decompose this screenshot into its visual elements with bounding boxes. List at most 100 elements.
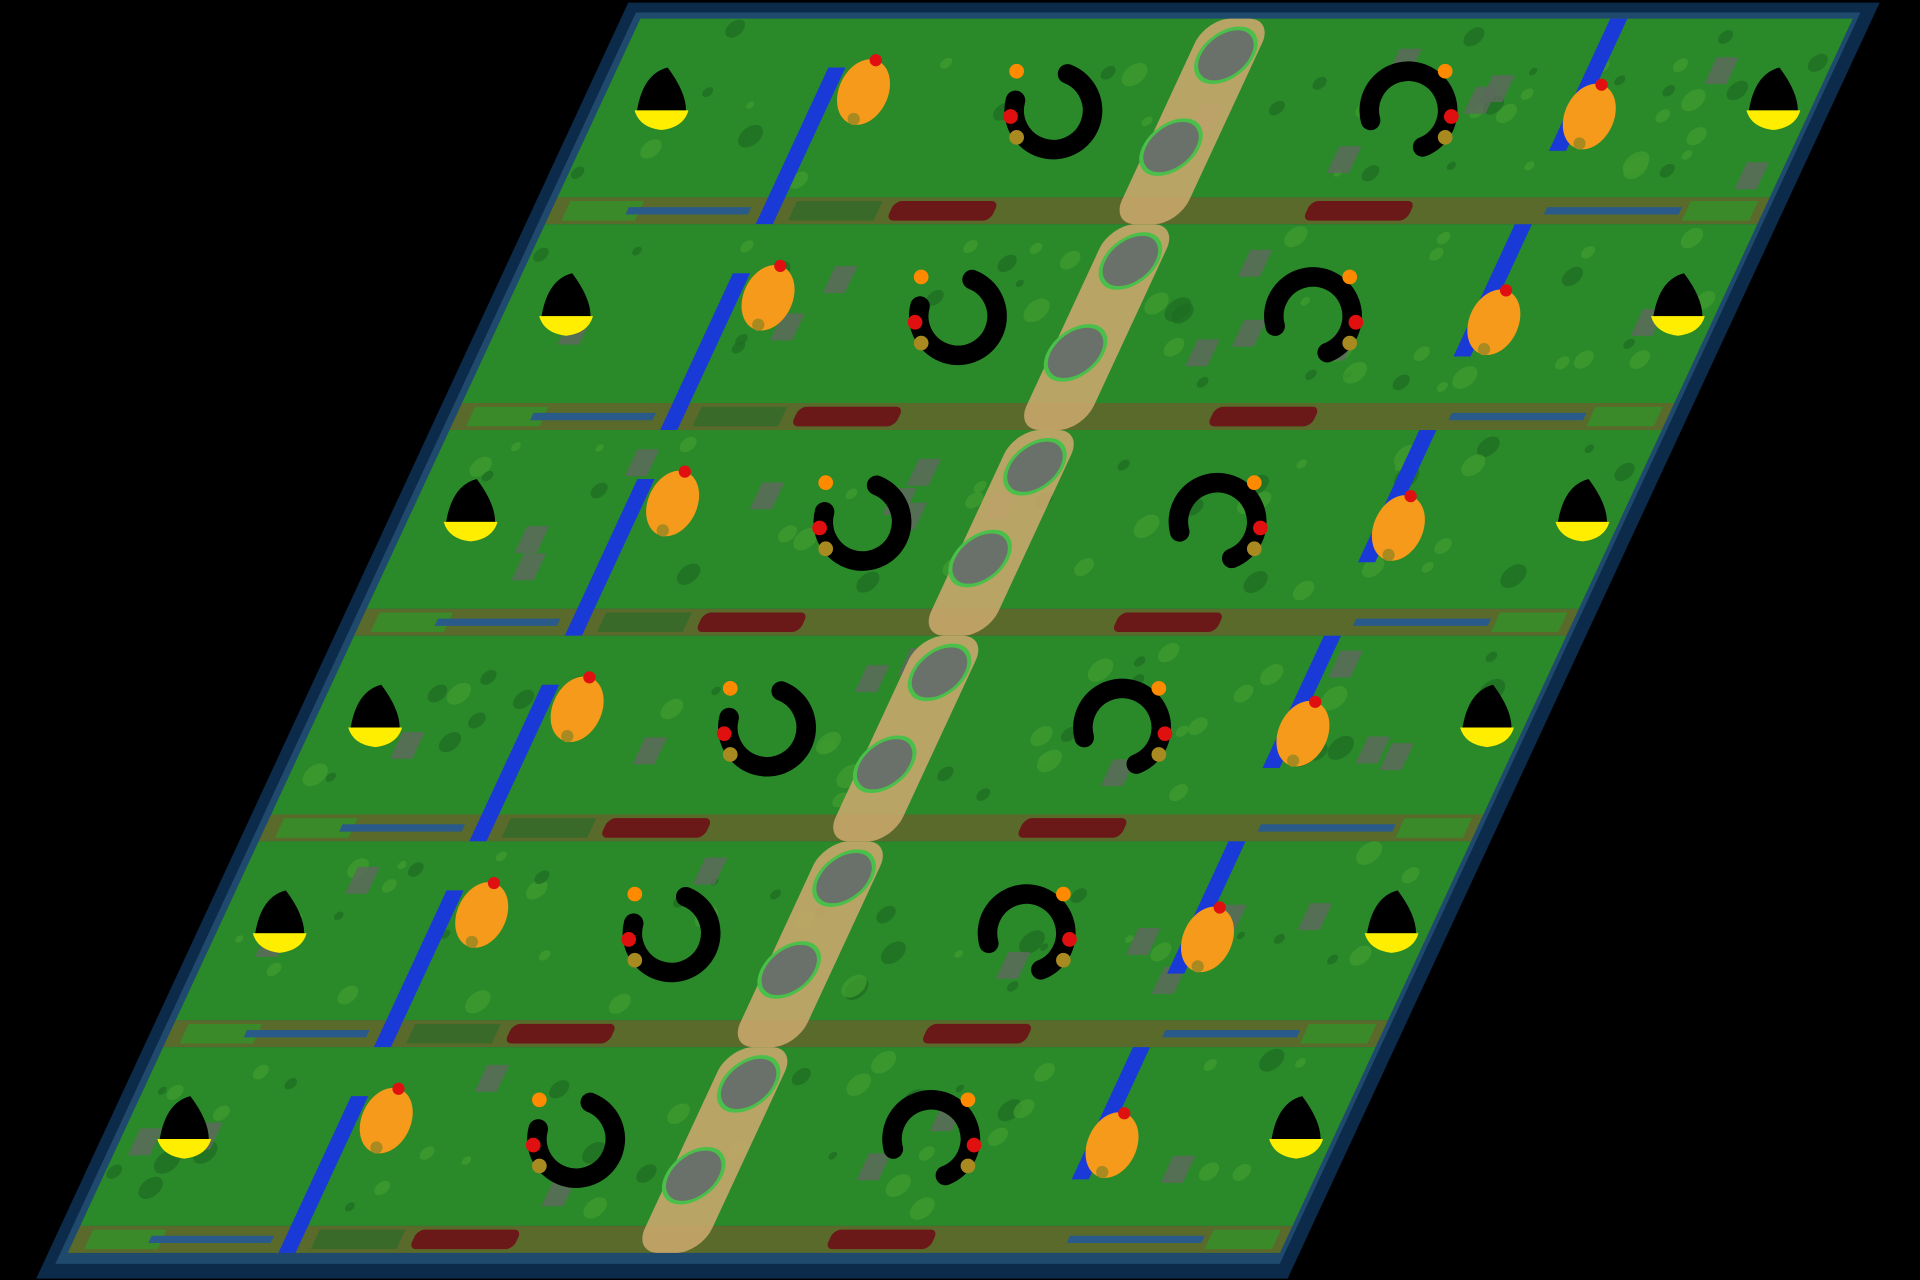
- tree: [284, 1078, 298, 1090]
- gold-mine: [646, 470, 700, 537]
- base-top: [1367, 890, 1417, 934]
- tree: [856, 571, 880, 593]
- marker: [1213, 901, 1226, 914]
- rock-patch: [749, 482, 785, 510]
- rock-patch: [1355, 736, 1391, 764]
- terrain: [36, 2, 1880, 1279]
- tree: [468, 712, 486, 729]
- marker: [627, 952, 643, 968]
- crater: [716, 1055, 781, 1113]
- base-bowl: [157, 1138, 212, 1159]
- river: [373, 890, 464, 1048]
- rock-patch: [345, 866, 380, 894]
- tree: [940, 57, 953, 69]
- river: [755, 67, 846, 225]
- tree: [1087, 658, 1114, 682]
- rock-patch: [770, 313, 805, 341]
- tree: [885, 1174, 911, 1198]
- tree: [374, 1180, 391, 1196]
- base-top: [1557, 478, 1607, 522]
- tree: [212, 1105, 230, 1121]
- tree: [876, 905, 896, 924]
- bramble: [697, 612, 806, 633]
- tree: [590, 482, 608, 499]
- tree: [495, 851, 507, 862]
- marker: [1309, 695, 1322, 708]
- marker: [1056, 952, 1071, 968]
- hedge-trees: [370, 612, 454, 633]
- tree: [1268, 100, 1285, 116]
- hedge-trees: [561, 201, 644, 221]
- hedge-trees: [501, 818, 597, 838]
- crater: [1043, 324, 1108, 382]
- rock-patch: [1328, 650, 1363, 678]
- camp-ring: [1359, 61, 1458, 157]
- gold-mine: [1467, 289, 1521, 355]
- rock-patch: [692, 857, 728, 885]
- marker: [752, 318, 765, 331]
- tree: [1133, 514, 1160, 538]
- tree: [676, 563, 701, 585]
- tree: [325, 772, 336, 782]
- hedge-trees: [406, 1023, 501, 1044]
- tree: [525, 879, 548, 900]
- stream: [1257, 824, 1396, 832]
- tree: [1034, 1063, 1055, 1082]
- marker: [532, 1092, 547, 1108]
- gold-mine: [741, 265, 795, 331]
- marker: [1246, 541, 1262, 557]
- tree: [1524, 161, 1535, 171]
- river: [660, 273, 751, 430]
- tree: [397, 861, 407, 870]
- tree: [608, 993, 631, 1014]
- tree: [344, 1202, 355, 1212]
- tree: [513, 689, 535, 710]
- tree: [1528, 67, 1538, 76]
- tree: [1030, 725, 1053, 747]
- stream: [148, 1235, 275, 1244]
- river: [564, 478, 655, 636]
- marker: [1342, 335, 1358, 351]
- tree: [1662, 85, 1676, 97]
- gold-mine: [550, 676, 604, 742]
- tree: [667, 1103, 690, 1125]
- marker: [913, 269, 929, 285]
- crater: [907, 643, 972, 702]
- rock-patch: [1734, 162, 1769, 190]
- tree: [1573, 350, 1594, 369]
- tree: [735, 334, 748, 346]
- tree: [1070, 888, 1088, 904]
- base-bowl: [443, 521, 498, 542]
- tree: [1121, 62, 1148, 87]
- base-bowl: [252, 933, 307, 953]
- base-top: [446, 478, 496, 522]
- tree: [1023, 298, 1050, 323]
- base-bowl: [1555, 521, 1610, 542]
- hedge-trees: [692, 406, 788, 427]
- tree: [1434, 538, 1452, 555]
- tree: [1629, 350, 1651, 369]
- tree: [235, 935, 244, 943]
- tree: [987, 1127, 1008, 1146]
- tree: [1429, 247, 1444, 261]
- tree: [632, 246, 642, 256]
- crater: [757, 941, 821, 999]
- bramble: [923, 1023, 1031, 1044]
- tree: [1461, 454, 1486, 477]
- tree: [419, 1146, 435, 1160]
- tree: [793, 527, 818, 551]
- hedge-trees: [1300, 1023, 1377, 1044]
- camp-ring: [718, 681, 816, 777]
- tree: [1623, 338, 1635, 349]
- tree: [337, 985, 359, 1005]
- tree: [1038, 753, 1050, 764]
- stream: [1448, 412, 1587, 421]
- tree: [1164, 297, 1192, 322]
- base-top: [255, 890, 305, 934]
- crater: [948, 529, 1012, 588]
- tree: [1614, 462, 1635, 482]
- tree: [1133, 656, 1146, 667]
- tree: [1273, 933, 1286, 944]
- rock-patch: [995, 951, 1031, 979]
- tree: [815, 731, 842, 755]
